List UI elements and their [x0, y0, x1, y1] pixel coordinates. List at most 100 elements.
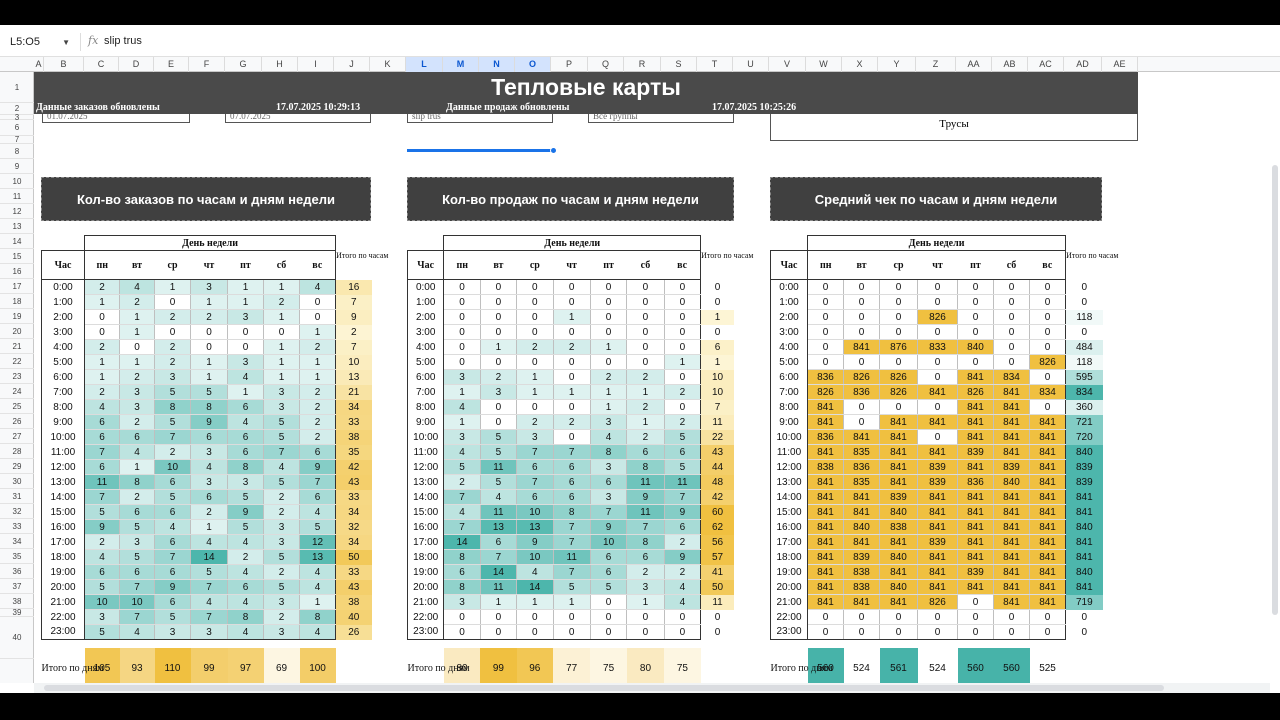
heatmap-cell[interactable]: 0 — [879, 399, 918, 415]
heatmap-cell[interactable]: 0 — [957, 279, 994, 295]
heatmap-cell[interactable]: 1 — [590, 384, 628, 400]
heatmap-cell[interactable]: 5 — [480, 444, 518, 460]
day-total-cell[interactable]: 96 — [516, 647, 553, 683]
formula-input[interactable]: slip trus — [104, 35, 142, 47]
heatmap-cell[interactable]: 2 — [119, 414, 155, 430]
day-total-cell[interactable]: 69 — [263, 647, 300, 683]
hour-total-cell[interactable]: 0 — [700, 279, 734, 295]
heatmap-cell[interactable]: 841 — [993, 549, 1030, 565]
heatmap-cell[interactable]: 0 — [590, 354, 628, 370]
heatmap-cell[interactable]: 841 — [993, 429, 1030, 445]
heatmap-cell[interactable]: 0 — [590, 279, 628, 295]
heatmap-cell[interactable]: 2 — [84, 339, 120, 355]
heatmap-cell[interactable]: 0 — [664, 609, 702, 625]
heatmap-cell[interactable]: 8 — [299, 609, 337, 625]
hour-total-cell[interactable]: 118 — [1065, 309, 1103, 325]
heatmap-cell[interactable]: 4 — [443, 399, 481, 415]
heatmap-cell[interactable]: 6 — [84, 459, 120, 475]
heatmap-cell[interactable]: 4 — [299, 579, 337, 595]
heatmap-cell[interactable]: 5 — [190, 384, 228, 400]
heatmap-cell[interactable]: 2 — [190, 309, 228, 325]
day-total-cell[interactable]: 560 — [993, 647, 1030, 683]
hour-total-cell[interactable]: 0 — [1065, 294, 1103, 310]
heatmap-cell[interactable]: 0 — [516, 309, 554, 325]
row-header-6[interactable]: 6 — [0, 120, 34, 136]
heatmap-cell[interactable]: 0 — [664, 324, 702, 340]
hour-total-cell[interactable]: 841 — [1065, 534, 1103, 550]
heatmap-cell[interactable]: 1 — [553, 384, 591, 400]
day-total-cell[interactable]: 561 — [879, 647, 918, 683]
hour-total-cell[interactable]: 62 — [700, 519, 734, 535]
hour-total-cell[interactable]: 13 — [335, 369, 372, 385]
heatmap-cell[interactable]: 9 — [664, 549, 702, 565]
heatmap-cell[interactable]: 0 — [480, 309, 518, 325]
heatmap-cell[interactable]: 2 — [299, 384, 337, 400]
vertical-scrollbar[interactable] — [1272, 165, 1278, 615]
day-total-cell[interactable]: 560 — [957, 647, 994, 683]
heatmap-cell[interactable]: 841 — [917, 504, 958, 520]
heatmap-cell[interactable]: 4 — [190, 594, 228, 610]
heatmap-cell[interactable]: 6 — [590, 474, 628, 490]
hour-total-cell[interactable]: 0 — [1065, 624, 1103, 640]
heatmap-cell[interactable]: 2 — [119, 489, 155, 505]
column-header-w[interactable]: W — [806, 57, 842, 72]
heatmap-cell[interactable]: 6 — [84, 414, 120, 430]
heatmap-cell[interactable]: 5 — [227, 519, 264, 535]
selection-fill-handle[interactable] — [550, 147, 557, 154]
heatmap-cell[interactable]: 1 — [84, 369, 120, 385]
heatmap-cell[interactable]: 2 — [664, 414, 702, 430]
heatmap-cell[interactable]: 2 — [84, 384, 120, 400]
heatmap-cell[interactable]: 4 — [590, 429, 628, 445]
heatmap-cell[interactable]: 841 — [917, 564, 958, 580]
heatmap-cell[interactable]: 839 — [843, 549, 880, 565]
day-total-cell[interactable]: 524 — [843, 647, 880, 683]
heatmap-cell[interactable]: 2 — [84, 279, 120, 295]
heatmap-cell[interactable]: 0 — [626, 324, 665, 340]
row-header-40[interactable]: 40 — [0, 617, 34, 659]
heatmap-cell[interactable]: 3 — [263, 534, 300, 550]
row-header-18[interactable]: 18 — [0, 294, 34, 309]
row-header-10[interactable]: 10 — [0, 174, 34, 189]
heatmap-cell[interactable]: 841 — [807, 489, 844, 505]
heatmap-cell[interactable]: 0 — [993, 609, 1030, 625]
heatmap-cell[interactable]: 5 — [299, 519, 337, 535]
heatmap-cell[interactable]: 0 — [590, 609, 628, 625]
heatmap-cell[interactable]: 8 — [227, 609, 264, 625]
heatmap-cell[interactable]: 834 — [993, 369, 1030, 385]
heatmap-cell[interactable]: 0 — [843, 624, 880, 640]
heatmap-cell[interactable]: 1 — [263, 279, 300, 295]
heatmap-cell[interactable]: 3 — [227, 474, 264, 490]
heatmap-cell[interactable]: 10 — [84, 594, 120, 610]
heatmap-cell[interactable]: 841 — [957, 399, 994, 415]
row-header-37[interactable]: 37 — [0, 579, 34, 594]
heatmap-cell[interactable]: 8 — [227, 459, 264, 475]
row-header-9[interactable]: 9 — [0, 159, 34, 174]
heatmap-cell[interactable]: 7 — [84, 489, 120, 505]
heatmap-cell[interactable]: 841 — [843, 489, 880, 505]
hour-total-cell[interactable]: 26 — [335, 624, 372, 640]
heatmap-cell[interactable]: 841 — [993, 414, 1030, 430]
heatmap-cell[interactable]: 2 — [626, 369, 665, 385]
heatmap-cell[interactable]: 841 — [917, 579, 958, 595]
heatmap-cell[interactable]: 826 — [917, 309, 958, 325]
heatmap-cell[interactable]: 0 — [917, 399, 958, 415]
heatmap-cell[interactable]: 838 — [843, 579, 880, 595]
day-total-cell[interactable]: 99 — [190, 647, 228, 683]
heatmap-cell[interactable]: 0 — [843, 279, 880, 295]
heatmap-cell[interactable]: 9 — [190, 414, 228, 430]
heatmap-cell[interactable]: 5 — [443, 459, 481, 475]
heatmap-cell[interactable]: 11 — [626, 504, 665, 520]
heatmap-cell[interactable]: 841 — [993, 534, 1030, 550]
hour-total-cell[interactable]: 10 — [700, 369, 734, 385]
hour-total-cell[interactable]: 0 — [700, 324, 734, 340]
heatmap-cell[interactable]: 2 — [154, 444, 191, 460]
row-header-13[interactable]: 13 — [0, 219, 34, 234]
heatmap-cell[interactable]: 0 — [480, 414, 518, 430]
heatmap-cell[interactable]: 1 — [626, 594, 665, 610]
heatmap-cell[interactable]: 7 — [516, 474, 554, 490]
heatmap-cell[interactable]: 4 — [263, 459, 300, 475]
hour-total-cell[interactable]: 10 — [335, 354, 372, 370]
heatmap-cell[interactable]: 836 — [957, 474, 994, 490]
heatmap-cell[interactable]: 3 — [263, 384, 300, 400]
heatmap-cell[interactable]: 0 — [84, 324, 120, 340]
